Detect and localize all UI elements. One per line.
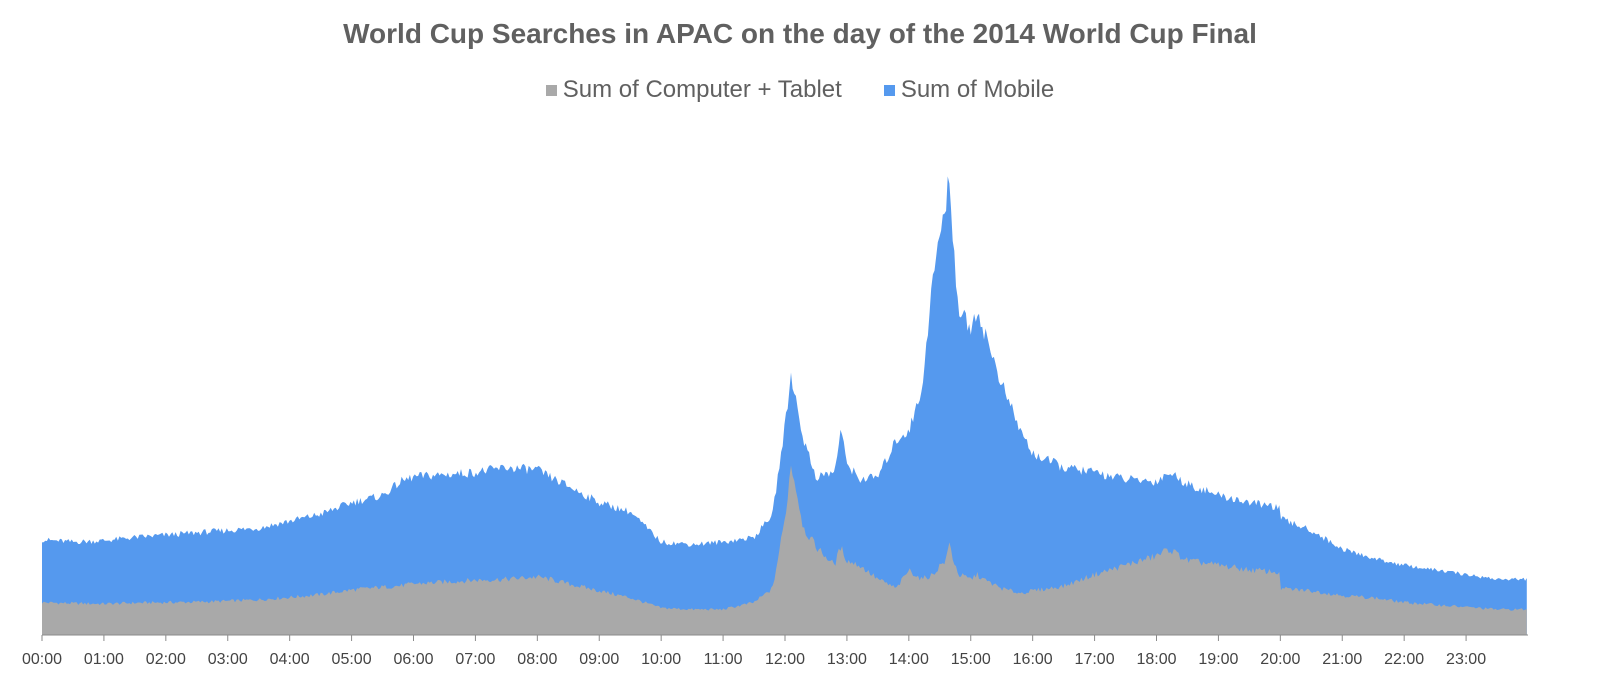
x-tick-label: 11:00 [704,651,743,668]
x-tick-label: 08:00 [517,651,557,668]
x-tick-label: 19:00 [1198,651,1238,668]
series-area-computer-tablet [42,465,1527,635]
legend-label-computer-tablet: Sum of Computer + Tablet [562,76,842,103]
x-tick-label: 21:00 [1322,651,1362,668]
chart-title: World Cup Searches in APAC on the day of… [343,18,1257,49]
x-tick-label: 14:00 [889,651,929,668]
chart-legend: Sum of Computer + Tablet Sum of Mobile [0,76,1600,104]
x-tick-label: 10:00 [641,651,681,668]
x-tick-label: 09:00 [579,651,619,668]
x-tick-label: 18:00 [1136,651,1176,668]
x-tick-label: 23:00 [1446,651,1486,668]
x-tick-label: 03:00 [208,651,248,668]
x-tick-label: 04:00 [270,651,310,668]
series-area-mobile [42,176,1527,635]
x-tick-label: 06:00 [393,651,433,668]
x-tick-label: 20:00 [1260,651,1300,668]
x-tick-label: 15:00 [951,651,991,668]
x-tick-label: 17:00 [1075,651,1115,668]
x-tick-label: 00:00 [22,651,62,668]
x-tick-label: 22:00 [1384,651,1424,668]
x-tick-label: 05:00 [332,651,372,668]
x-tick-label: 07:00 [455,651,495,668]
x-tick-label: 01:00 [84,651,124,668]
x-tick-label: 16:00 [1013,651,1053,668]
legend-item-mobile[interactable]: Sum of Mobile [883,76,1055,104]
legend-swatch-mobile [883,84,895,96]
legend-label-mobile: Sum of Mobile [900,76,1055,103]
legend-swatch-computer-tablet [545,84,557,96]
x-tick-label: 12:00 [765,651,805,668]
x-tick-label: 13:00 [827,651,867,668]
legend-item-computer-tablet[interactable]: Sum of Computer + Tablet [545,76,842,104]
x-tick-label: 02:00 [146,651,186,668]
